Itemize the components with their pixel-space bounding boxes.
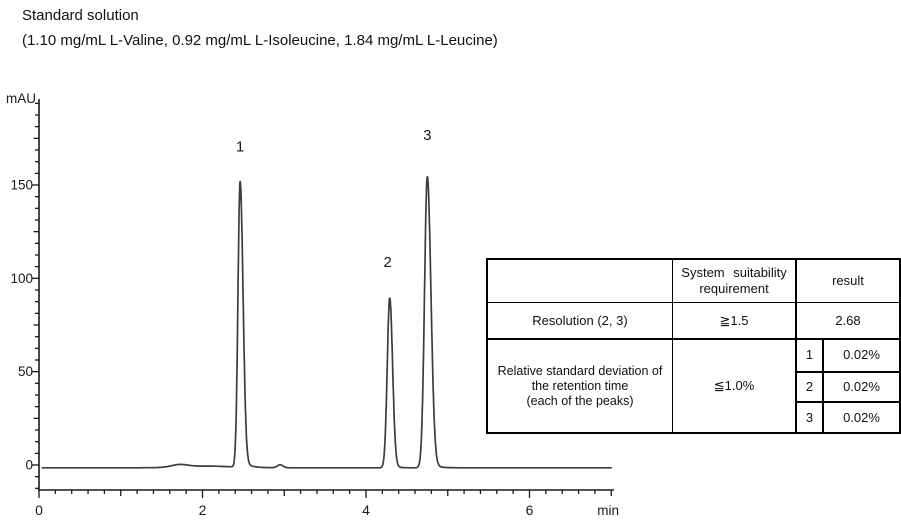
y-tick-label: 150 xyxy=(10,177,33,192)
resolution-label: Resolution (2, 3) xyxy=(488,303,673,340)
table-header-result: result xyxy=(797,260,899,303)
rsd-label: Relative standard deviation of the reten… xyxy=(488,340,673,432)
chromatogram-trace xyxy=(41,176,613,469)
rsd-value: 0.02% xyxy=(843,378,880,394)
rsd-results: 1 0.02% 2 0.02% 3 0.02% xyxy=(797,340,899,432)
rsd-value: 0.02% xyxy=(843,409,880,425)
rsd-label-line1: Relative standard deviation of xyxy=(497,363,663,378)
rsd-entry-row: 3 0.02% xyxy=(797,401,899,432)
table-header-requirement-line2: requirement xyxy=(699,281,769,296)
peak-label-2: 2 xyxy=(384,254,392,271)
x-tick-label: 4 xyxy=(362,502,370,518)
y-tick-label: 100 xyxy=(10,271,33,286)
x-axis-unit-label: min xyxy=(597,503,619,518)
rsd-peak-number: 2 xyxy=(797,372,824,402)
table-header-requirement: System suitability requirement xyxy=(673,260,797,303)
rsd-peak-number: 3 xyxy=(797,403,824,432)
rsd-entry-row: 1 0.02% xyxy=(797,340,899,371)
rsd-label-line3: (each of the peaks) xyxy=(526,393,634,408)
y-tick-label: 50 xyxy=(18,364,33,379)
suitability-table: System suitability requirement result Re… xyxy=(486,258,901,434)
rsd-label-line2: the retention time xyxy=(531,378,629,393)
y-tick-label: 0 xyxy=(25,458,33,473)
resolution-result: 2.68 xyxy=(797,303,899,340)
peak-label-1: 1 xyxy=(236,138,244,155)
figure-title: Standard solution xyxy=(22,7,139,24)
x-tick-label: 6 xyxy=(526,502,534,518)
peak-label-3: 3 xyxy=(423,127,431,144)
table-header-requirement-line1: System suitability xyxy=(681,265,787,280)
y-axis-unit-label: mAU xyxy=(6,91,36,106)
rsd-entry-row: 2 0.02% xyxy=(797,370,899,402)
table-header-blank xyxy=(488,260,673,303)
figure-subtitle: (1.10 mg/mL L-Valine, 0.92 mg/mL L-Isole… xyxy=(22,32,498,49)
x-tick-label: 2 xyxy=(199,502,207,518)
rsd-peak-number: 1 xyxy=(797,340,824,371)
x-tick-label: 0 xyxy=(35,502,43,518)
rsd-value: 0.02% xyxy=(843,347,880,363)
rsd-requirement: ≦1.0% xyxy=(673,340,797,432)
resolution-requirement: ≧1.5 xyxy=(673,303,797,340)
